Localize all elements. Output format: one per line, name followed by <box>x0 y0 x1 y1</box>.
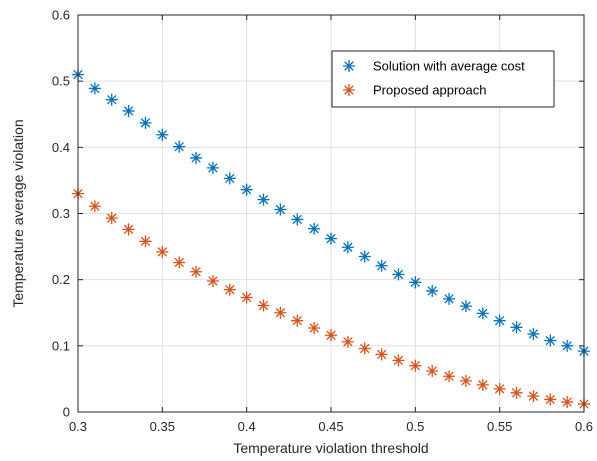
data-point <box>476 378 489 392</box>
x-tick-label: 0.6 <box>575 419 593 434</box>
data-point <box>392 354 405 367</box>
data-point <box>341 241 355 254</box>
data-point <box>122 104 135 118</box>
data-point <box>274 203 287 216</box>
data-point <box>257 299 270 312</box>
legend-marker-point <box>342 59 356 73</box>
data-point <box>324 329 338 342</box>
y-tick-label: 0.5 <box>52 74 70 89</box>
data-point <box>459 299 473 313</box>
legend-marker-proposed-approach <box>342 83 356 97</box>
data-point <box>442 370 456 383</box>
legend-label-solution-average-cost: Solution with average cost <box>373 59 525 74</box>
data-point <box>156 128 169 141</box>
data-points <box>71 68 591 411</box>
data-point <box>105 211 118 225</box>
legend-marker-point <box>342 83 356 97</box>
series-proposed-approach <box>71 187 591 411</box>
data-point <box>392 268 405 281</box>
data-point <box>307 321 321 335</box>
x-tick-label: 0.55 <box>487 419 512 434</box>
y-tick-label: 0.1 <box>52 338 70 353</box>
data-point <box>291 314 304 327</box>
tick-labels: 0.3 0.35 0.4 0.45 0.5 0.55 0.6 0 0.1 0.2 0.3 0.4 0.5… <box>52 8 593 435</box>
data-point <box>223 172 236 185</box>
data-point <box>426 364 439 378</box>
data-point <box>139 116 152 130</box>
data-point <box>324 232 338 245</box>
data-point <box>476 307 489 320</box>
y-tick-label: 0.4 <box>52 140 70 155</box>
legend-marker-solution-average-cost <box>342 59 356 73</box>
data-point <box>189 151 203 165</box>
data-point <box>426 284 439 298</box>
data-point <box>341 335 355 349</box>
data-point <box>274 306 287 319</box>
x-tick-label: 0.4 <box>238 419 256 434</box>
data-point <box>88 82 102 95</box>
data-point <box>291 213 304 226</box>
x-axis-label: Temperature violation threshold <box>233 440 428 456</box>
data-point <box>527 389 540 403</box>
data-point <box>544 334 557 347</box>
series-solution-average-cost <box>71 68 591 358</box>
data-point <box>240 183 253 196</box>
x-tick-label: 0.35 <box>150 419 175 434</box>
data-point <box>223 283 236 296</box>
data-point <box>358 342 371 355</box>
x-tick-label: 0.5 <box>406 419 424 434</box>
data-point <box>206 274 220 288</box>
data-point <box>560 339 574 352</box>
data-point <box>206 161 220 174</box>
y-tick-label: 0.6 <box>52 8 70 23</box>
legend-label-proposed-approach: Proposed approach <box>373 83 486 98</box>
x-tick-label: 0.45 <box>318 419 343 434</box>
legend-box <box>331 50 555 108</box>
y-tick-label: 0 <box>63 405 70 420</box>
y-tick-label: 0.2 <box>52 272 70 287</box>
y-tick-label: 0.3 <box>52 206 70 221</box>
data-point <box>156 245 169 259</box>
axes-frame <box>77 14 585 413</box>
data-point <box>510 321 523 334</box>
data-point <box>173 256 186 269</box>
data-point <box>409 276 422 289</box>
x-tick-label: 0.3 <box>69 419 87 434</box>
data-point <box>358 250 371 263</box>
data-point <box>442 292 456 306</box>
data-point <box>105 93 118 106</box>
data-point <box>544 393 557 406</box>
data-point <box>493 382 506 395</box>
data-point <box>493 314 506 327</box>
data-point <box>240 291 253 304</box>
data-point <box>560 395 574 409</box>
data-point <box>88 200 102 213</box>
data-point <box>139 235 152 248</box>
data-point <box>122 223 135 236</box>
data-point <box>459 374 473 388</box>
data-point <box>375 348 388 361</box>
data-point <box>189 265 203 278</box>
y-axis-label: Temperature average violation <box>10 119 26 307</box>
data-point <box>510 386 523 399</box>
data-point <box>307 222 321 235</box>
data-point <box>527 327 540 341</box>
data-point <box>257 193 270 206</box>
data-point <box>173 140 186 153</box>
data-point <box>375 259 388 272</box>
legend: Solution with average cost Proposed appr… <box>331 50 555 108</box>
data-point <box>409 359 422 372</box>
